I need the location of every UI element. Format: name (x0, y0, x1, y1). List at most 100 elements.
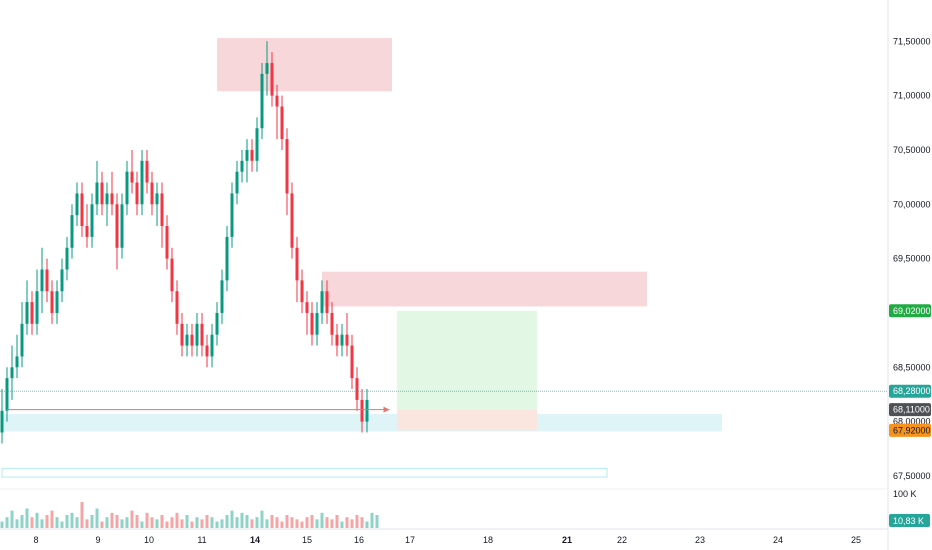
candle (45, 269, 49, 292)
volume-layer (0, 502, 379, 528)
volume-bar (45, 515, 49, 528)
candle (130, 171, 134, 183)
time-tick-label: 22 (617, 535, 627, 545)
candle (15, 356, 19, 368)
stop-zone (397, 409, 537, 431)
supply-zone (322, 271, 647, 307)
price-axis[interactable]: 71,50000 71,00000 70,50000 70,00000 69,50000… (893, 36, 931, 481)
price-tick-label: 71,00000 (893, 91, 931, 101)
candle (240, 160, 244, 172)
price-tick-label: 68,00000 (893, 417, 931, 427)
volume-bar (5, 517, 9, 528)
volume-bar (230, 510, 234, 528)
volume-bar (110, 512, 114, 528)
volume-bar (100, 521, 104, 528)
volume-axis-label: 100 K (893, 489, 917, 499)
volume-bar (90, 515, 94, 528)
volume-bar (175, 512, 179, 528)
candle (275, 95, 279, 107)
price-tag-bg (889, 304, 931, 318)
candle (270, 63, 274, 96)
candle (325, 291, 329, 313)
volume-bar (195, 517, 199, 528)
candle (290, 193, 294, 248)
candle (175, 291, 179, 324)
volume-bar (135, 515, 139, 528)
volume-bar (130, 510, 134, 528)
volume-bar (280, 521, 284, 528)
candle (70, 215, 74, 248)
volume-bar (260, 510, 264, 528)
range-box (1, 467, 608, 478)
candle (75, 193, 79, 216)
price-tag: 68,28000 (893, 386, 931, 396)
candle (205, 345, 209, 357)
candle (180, 323, 184, 346)
volume-bar (330, 519, 334, 528)
candle (60, 269, 64, 292)
volume-bar (160, 515, 164, 528)
volume-bar (115, 515, 119, 528)
overlay-layer (0, 390, 888, 413)
candle (170, 258, 174, 292)
volume-last-tag: 10,83 K (893, 516, 924, 526)
candle (245, 149, 249, 161)
candle (185, 334, 189, 346)
candle (345, 334, 349, 346)
price-tag: 68,11000 (893, 405, 930, 415)
price-tick-label: 70,00000 (893, 199, 931, 209)
candle (340, 334, 344, 346)
price-tick-label: 69,50000 (893, 254, 931, 264)
volume-bar (310, 515, 314, 528)
volume-bar (170, 517, 174, 528)
volume-bar (320, 512, 324, 528)
time-tick-label: 18 (483, 535, 493, 545)
candle (85, 226, 89, 237)
time-tick-label: 23 (695, 535, 705, 545)
candle (255, 128, 259, 161)
volume-bar (35, 512, 39, 528)
candles-layer (0, 41, 369, 444)
volume-bar (220, 519, 224, 528)
candle (35, 291, 39, 324)
candle (310, 312, 314, 335)
candle (120, 204, 124, 248)
volume-bar (0, 521, 4, 528)
volume-bar (290, 517, 294, 528)
candle (360, 399, 364, 422)
price-tag: 69,02000 (893, 306, 931, 316)
supply-zone (217, 38, 392, 92)
candle (210, 334, 214, 357)
volume-bar (55, 517, 59, 528)
candle (150, 182, 154, 205)
volume-bar (355, 515, 359, 528)
volume-bar (375, 515, 379, 528)
candle (80, 193, 84, 227)
candle (190, 334, 194, 346)
volume-bar (60, 521, 64, 528)
volume-bar (65, 515, 69, 528)
candle (95, 182, 99, 205)
volume-bar (270, 515, 274, 528)
volume-last-tag-bg (889, 514, 930, 527)
volume-bar (155, 519, 159, 528)
candle (25, 302, 29, 324)
candle (315, 312, 319, 335)
time-axis[interactable]: 8 9 10 11 14 15 16 17 18 21 22 23 24 25 (33, 535, 861, 545)
volume-bar (30, 517, 34, 528)
candle (230, 193, 234, 237)
volume-bar (295, 519, 299, 528)
candle (225, 236, 229, 281)
price-tag-bg (889, 403, 931, 417)
volume-bar (285, 515, 289, 528)
candle (105, 193, 109, 205)
volume-bar (360, 517, 364, 528)
volume-bar (10, 510, 14, 528)
volume-bar (150, 517, 154, 528)
price-tag: 67,92000 (893, 425, 931, 435)
time-tick-label: 8 (33, 535, 38, 545)
volume-bar (255, 517, 259, 528)
time-tick-label: 24 (773, 535, 783, 545)
volume-bar (105, 517, 109, 528)
